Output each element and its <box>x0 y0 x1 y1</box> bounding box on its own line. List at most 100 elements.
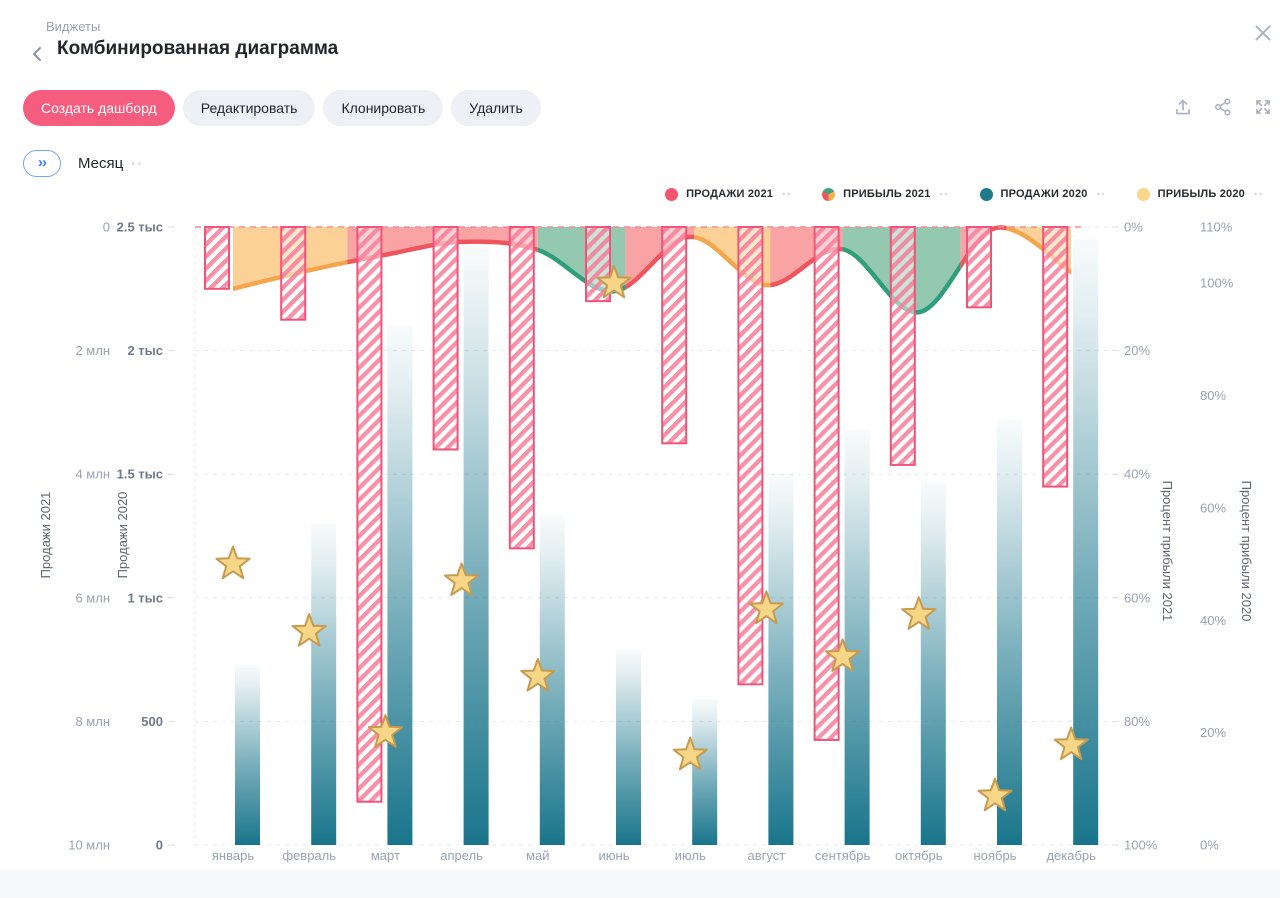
axis-tick-label: декабрь <box>1046 848 1096 863</box>
legend-item-sales-2021[interactable]: ПРОДАЖИ 2021 ·· <box>665 187 792 201</box>
expand-filters-button[interactable]: ›› <box>23 150 61 177</box>
axis-tick-label: 0% <box>1124 220 1143 235</box>
filter-month-label[interactable]: Месяц <box>78 155 124 172</box>
bar-sales-2021[interactable] <box>432 226 459 451</box>
bar-sales-2020[interactable] <box>235 664 260 845</box>
bar-sales-2021[interactable] <box>280 226 307 321</box>
star-profit-2020[interactable] <box>748 590 784 625</box>
axis-tick-label: 0 <box>156 838 163 853</box>
page-title: Комбинированная диаграмма <box>57 38 339 59</box>
filter-row: ›› Месяц ·· <box>23 150 144 177</box>
legend-more-icon[interactable]: ·· <box>1254 187 1264 201</box>
axis-tick-label: 500 <box>141 714 163 729</box>
star-profit-2020[interactable] <box>977 777 1013 812</box>
axis-tick-label: январь <box>212 848 254 863</box>
bar-sales-2021[interactable] <box>508 226 535 550</box>
bar-sales-2020[interactable] <box>920 481 946 845</box>
breadcrumb[interactable]: Виджеты <box>46 19 101 34</box>
page-background-strip <box>0 870 1280 898</box>
bar-sales-2020[interactable] <box>387 325 413 845</box>
bar-sales-2020[interactable] <box>616 649 641 845</box>
series-profit-2020-stars[interactable] <box>215 264 1089 812</box>
close-icon <box>1255 24 1271 41</box>
star-profit-2020[interactable] <box>367 714 403 748</box>
axis-tick-label: сентябрь <box>815 848 871 863</box>
axis-tick-label: 2.5 тыс <box>117 220 163 235</box>
bar-sales-2021[interactable] <box>585 226 611 303</box>
bar-sales-2020[interactable] <box>311 523 337 845</box>
bar-sales-2020[interactable] <box>692 699 718 845</box>
axis-tick-label: 1 тыс <box>127 590 163 605</box>
legend-label: ПРОДАЖИ 2020 <box>1000 188 1088 200</box>
axis-tick-label: 80% <box>1124 714 1150 729</box>
bar-sales-2021[interactable] <box>813 226 840 741</box>
create-dashboard-button[interactable]: Создать дашборд <box>23 90 175 126</box>
axis-tick-label: 20% <box>1200 725 1226 740</box>
axis-title-sales-2020: Продажи 2020 <box>115 492 130 579</box>
bar-sales-2021[interactable] <box>356 226 383 803</box>
axis-tick-label: 0 <box>103 220 110 235</box>
bar-sales-2021[interactable] <box>889 226 916 466</box>
axis-tick-label: ноябрь <box>974 848 1017 863</box>
axis-tick-label: 60% <box>1124 590 1150 605</box>
edit-button[interactable]: Редактировать <box>182 90 316 126</box>
legend-item-profit-2020[interactable]: ПРИБЫЛЬ 2020 ·· <box>1136 187 1264 201</box>
axis-tick-label: 100% <box>1200 276 1234 291</box>
star-profit-2020[interactable] <box>901 596 937 630</box>
filter-more-icon[interactable]: ·· <box>131 156 144 171</box>
axis-tick-label: 10 млн <box>68 838 110 853</box>
legend-more-icon[interactable]: ·· <box>782 187 793 201</box>
star-profit-2020[interactable] <box>520 658 556 692</box>
axis-tick-label: 6 млн <box>75 590 110 605</box>
export-icon[interactable] <box>1172 96 1194 118</box>
star-profit-2020[interactable] <box>672 736 708 771</box>
star-profit-2020[interactable] <box>596 264 632 299</box>
share-icon[interactable] <box>1212 96 1234 118</box>
axis-tick-label: 8 млн <box>75 714 110 729</box>
bar-sales-2020[interactable] <box>768 474 794 845</box>
delete-button[interactable]: Удалить <box>451 90 541 126</box>
axis-title-sales-2021: Продажи 2021 <box>38 492 53 579</box>
bar-sales-2021[interactable] <box>204 226 230 290</box>
series-sales-2020-bars[interactable] <box>235 239 1099 846</box>
combo-chart-canvas[interactable]: 0 2 млн 4 млн 6 млн 8 млн 10 млн 2.5 тыс 2 тыс 1… <box>0 183 1280 883</box>
legend-swatch-sales-2020 <box>979 187 993 201</box>
legend-swatch-sales-2021 <box>665 187 679 201</box>
star-profit-2020[interactable] <box>1053 726 1089 761</box>
legend-more-icon[interactable]: ·· <box>1096 187 1107 201</box>
toolbar-icons <box>1172 96 1274 118</box>
axis-tick-label: 0% <box>1200 838 1219 853</box>
close-button[interactable] <box>1250 21 1276 47</box>
gridlines <box>168 226 1119 846</box>
axis-title-profit-percent-2020: Процент прибыли 2020 <box>1239 481 1254 622</box>
bar-sales-2021[interactable] <box>1042 226 1069 488</box>
fullscreen-icon[interactable] <box>1252 96 1274 118</box>
axis-tick-label: 110% <box>1200 220 1233 235</box>
legend-item-profit-2021[interactable]: ПРИБЫЛЬ 2021 ·· <box>822 187 949 201</box>
bar-sales-2020[interactable] <box>844 429 870 845</box>
axis-labels: 0 2 млн 4 млн 6 млн 8 млн 10 млн 2.5 тыс 2 тыс 1… <box>38 220 1254 864</box>
legend-more-icon[interactable]: ·· <box>939 187 950 201</box>
axis-tick-label: март <box>371 848 400 863</box>
series-profit-2021-area[interactable] <box>195 225 1085 315</box>
legend-item-sales-2020[interactable]: ПРОДАЖИ 2020 ·· <box>979 187 1107 201</box>
axis-tick-label: август <box>748 848 786 863</box>
star-profit-2020[interactable] <box>291 613 327 647</box>
bar-sales-2020[interactable] <box>463 246 489 845</box>
bar-sales-2021[interactable] <box>661 226 688 445</box>
back-button[interactable] <box>26 42 50 66</box>
star-profit-2020[interactable] <box>444 562 480 597</box>
clone-button[interactable]: Клонировать <box>323 90 444 126</box>
star-profit-2020[interactable] <box>215 545 251 580</box>
axis-tick-label: 20% <box>1124 343 1150 358</box>
star-profit-2020[interactable] <box>825 638 861 672</box>
axis-tick-label: май <box>526 848 549 863</box>
series-sales-2021-bars[interactable] <box>204 226 1069 803</box>
combo-chart: ПРОДАЖИ 2021 ·· ПРИБЫЛЬ 2021 ·· ПРОДАЖИ … <box>0 183 1280 883</box>
axis-tick-label: февраль <box>282 848 336 863</box>
axis-tick-label: 60% <box>1200 500 1226 515</box>
bar-sales-2021[interactable] <box>966 226 992 309</box>
bar-sales-2020[interactable] <box>997 419 1022 845</box>
axis-tick-label: 100% <box>1124 838 1158 853</box>
